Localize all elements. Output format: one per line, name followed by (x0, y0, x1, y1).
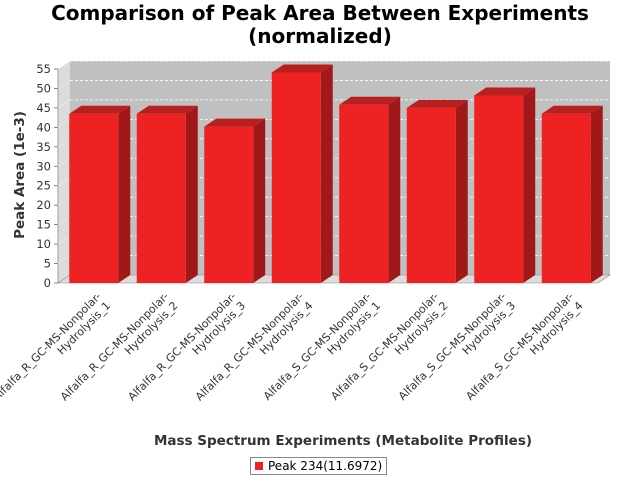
bar-front (69, 113, 119, 283)
gridline-side (57, 80, 71, 89)
y-tick-label: 10 (36, 237, 51, 251)
gridline-side (57, 255, 71, 264)
gridline-side (57, 138, 71, 148)
gridline-side (57, 216, 71, 225)
gridline-side (57, 177, 71, 186)
legend: Peak 234(11.6972) (250, 457, 388, 475)
bar-side (253, 118, 266, 284)
x-tick-label-line: Alfalfa_R_GC-MS-Nonpolar- (58, 290, 171, 403)
x-tick-label-line: Alfalfa_S_GC-MS-Nonpolar- (463, 290, 576, 403)
x-tick-label-line: Alfalfa_R_GC-MS-Nonpolar- (0, 290, 104, 403)
bar-side (455, 99, 468, 283)
plot-left-wall (58, 61, 70, 283)
bar-top (136, 105, 198, 114)
y-tick-label: 5 (44, 257, 51, 271)
bar-top (474, 87, 536, 96)
y-tick-label: 30 (36, 159, 51, 173)
gridline-side (57, 99, 71, 109)
x-tick-labels: Alfalfa_R_GC-MS-Nonpolar-Hydrolysis_1Alf… (0, 290, 586, 403)
bar-top (69, 105, 131, 114)
gridline-side (57, 119, 71, 128)
bar-front (136, 113, 186, 283)
y-tick-label: 0 (44, 276, 51, 290)
bar-side (320, 64, 333, 283)
bar (339, 96, 401, 284)
bar-side (523, 87, 536, 283)
bar (474, 87, 536, 283)
legend-entry-label: Peak 234(11.6972) (268, 459, 383, 473)
bars (69, 64, 603, 284)
y-tick-labels: 0 5 10 15 20 25 30 35 40 45 50 55 (36, 62, 58, 290)
x-tick-label: Alfalfa_R_GC-MS-Nonpolar-Hydrolysis_1 (0, 290, 113, 403)
x-tick-label-line: Alfalfa_S_GC-MS-Nonpolar- (261, 290, 374, 403)
gridline-side (57, 196, 71, 206)
bar-front (406, 107, 456, 283)
bar-front (474, 95, 524, 283)
bar-side (118, 105, 131, 283)
y-tick-label: 20 (36, 198, 51, 212)
y-tick-label: 50 (36, 81, 51, 95)
bar (69, 105, 131, 283)
bar-top (406, 99, 468, 108)
x-tick-label-line: Alfalfa_R_GC-MS-Nonpolar- (125, 290, 238, 403)
y-tick-label: 35 (36, 140, 51, 154)
y-tick-label: 25 (36, 179, 51, 193)
bar-side (185, 105, 198, 283)
legend-swatch-icon (255, 462, 263, 470)
bar-front (339, 104, 389, 284)
x-tick-label-line: Alfalfa_S_GC-MS-Nonpolar- (328, 290, 441, 403)
y-axis-label: Peak Area (1e-3) (12, 111, 28, 239)
y-tick-label: 40 (36, 120, 51, 134)
gridline-side (57, 60, 71, 70)
y-tick-label: 55 (36, 62, 51, 76)
bar (204, 118, 266, 284)
bar-top (339, 96, 401, 105)
bar (271, 64, 333, 283)
bar-top (541, 105, 603, 114)
bar-side (590, 105, 603, 283)
bar-front (204, 126, 254, 284)
bar (136, 105, 198, 283)
x-tick-label-line: Alfalfa_S_GC-MS-Nonpolar- (396, 290, 509, 403)
bar (406, 99, 468, 283)
bar-front (541, 113, 591, 283)
y-tick-label: 45 (36, 101, 51, 115)
gridline-side (57, 158, 71, 167)
gridline-side (57, 235, 71, 245)
bar-side (388, 96, 401, 284)
bar-top (271, 64, 333, 73)
chart-title: Comparison of Peak Area Between Experime… (51, 1, 589, 48)
bar (541, 105, 603, 283)
y-tick-label: 15 (36, 218, 51, 232)
bar-front (271, 72, 321, 283)
bar-top (204, 118, 266, 127)
x-axis-label: Mass Spectrum Experiments (Metabolite Pr… (154, 433, 532, 449)
x-tick-label-line: Alfalfa_R_GC-MS-Nonpolar- (193, 290, 306, 403)
